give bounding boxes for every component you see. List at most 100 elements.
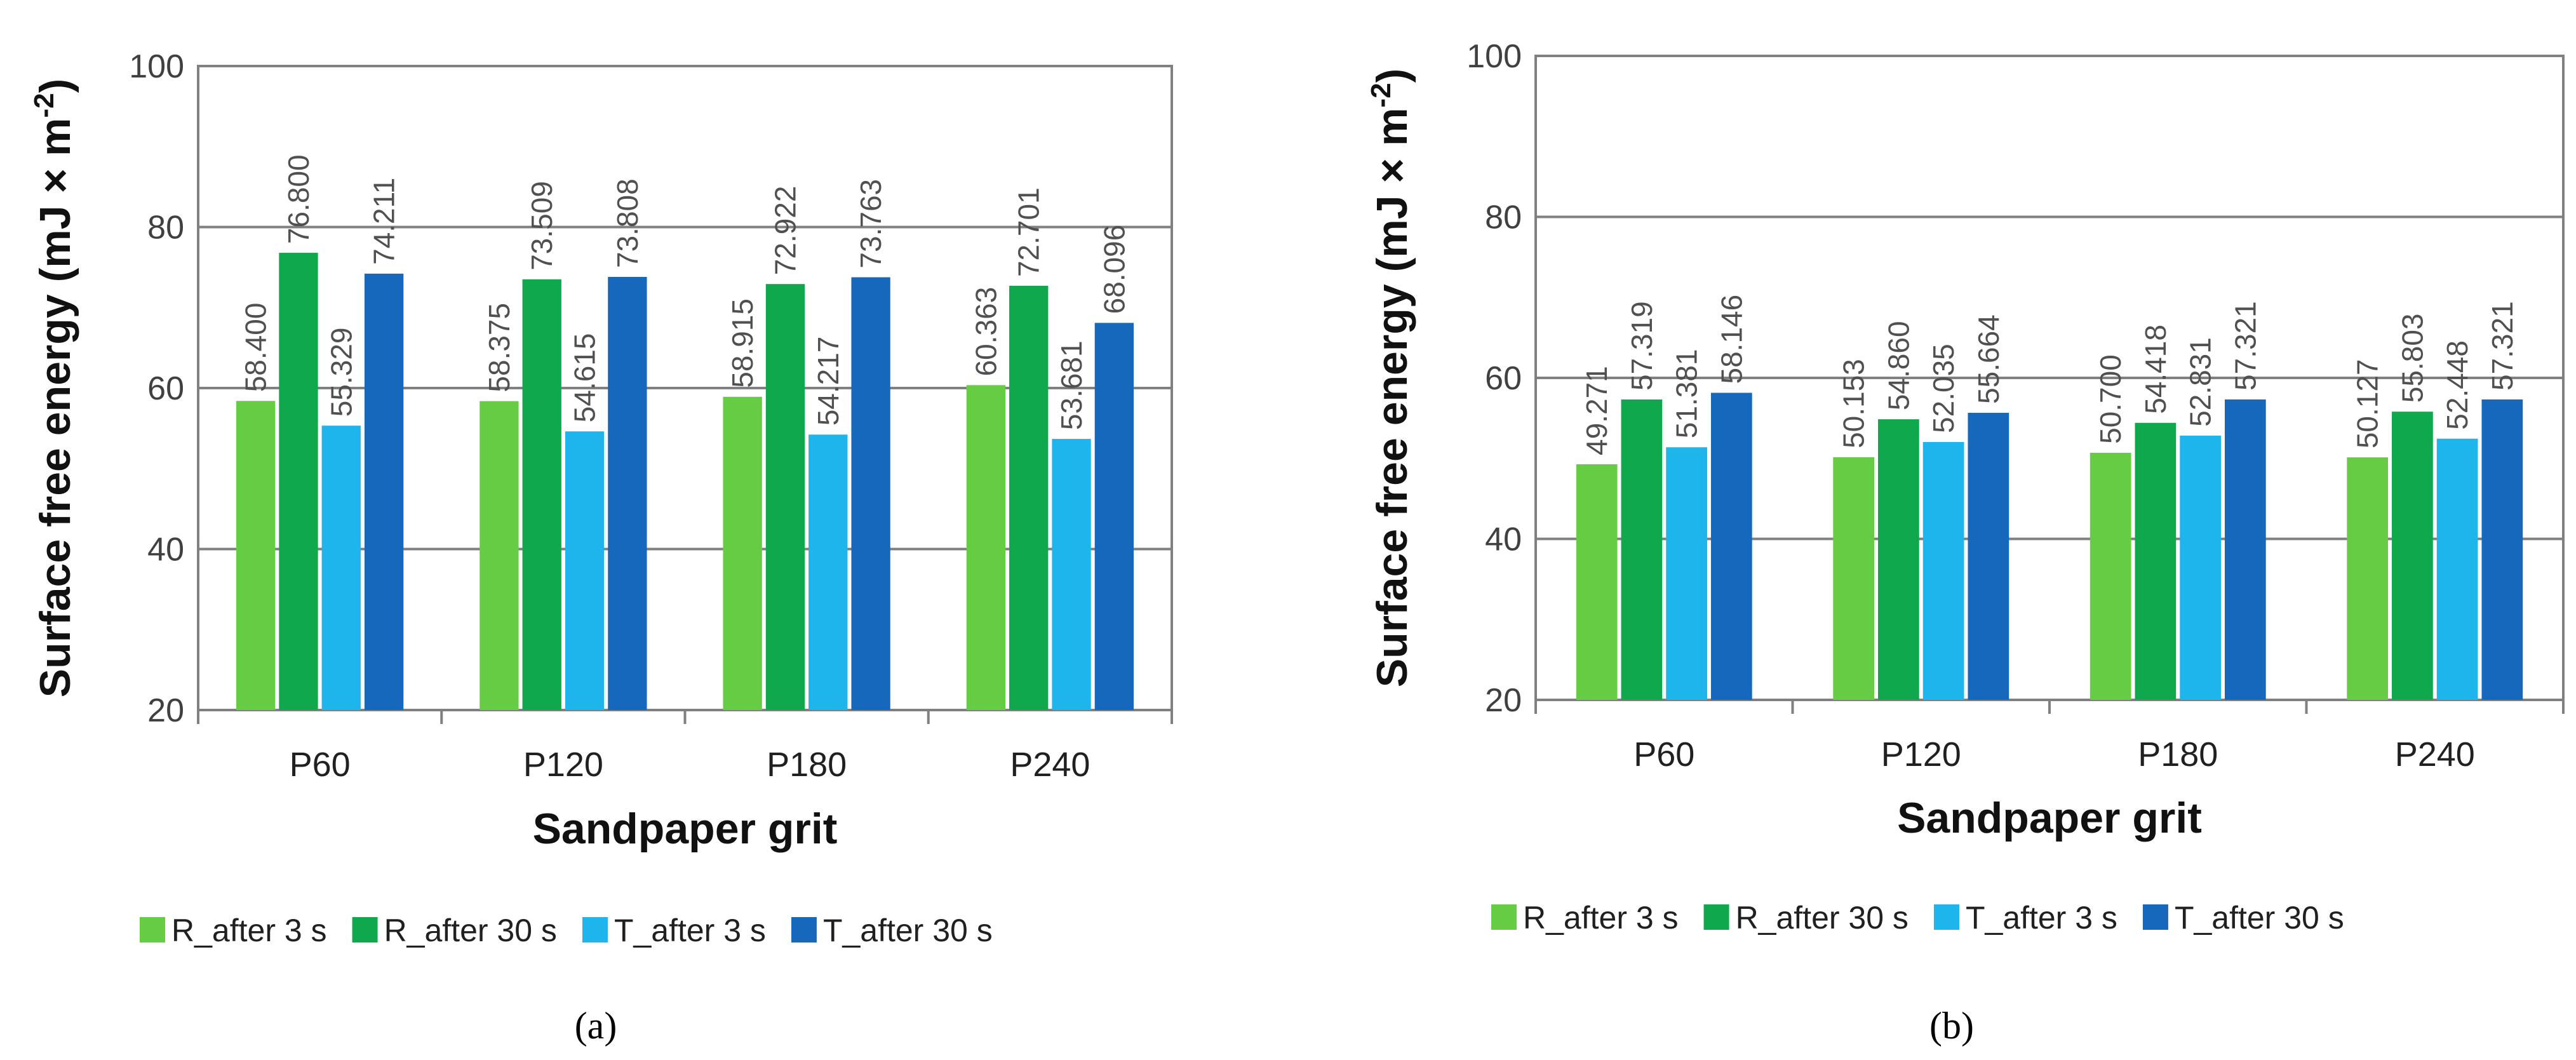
caption-a: (a) xyxy=(575,1005,617,1047)
bar xyxy=(321,426,361,710)
data-label: 54.615 xyxy=(568,333,601,423)
legend-swatch xyxy=(352,917,378,943)
x-category-label: P60 xyxy=(290,746,351,784)
bar xyxy=(364,273,404,710)
bar xyxy=(2090,452,2131,700)
y-tick-label: 40 xyxy=(147,532,184,568)
bar xyxy=(1878,419,1919,700)
bar xyxy=(2481,399,2523,700)
x-category-label: P180 xyxy=(767,746,847,784)
data-label: 54.217 xyxy=(812,337,845,426)
bar xyxy=(2135,422,2177,700)
legend-swatch xyxy=(1933,904,1959,930)
x-category-label: P60 xyxy=(1633,735,1694,774)
bar xyxy=(966,385,1006,710)
data-label: 57.321 xyxy=(2229,301,2262,391)
legend: R_after 3 s R_after 30 s T_after 3 s T_afte… xyxy=(1491,900,2344,936)
legend-swatch xyxy=(140,917,165,943)
x-category-label: P180 xyxy=(2138,735,2218,774)
data-label: 58.375 xyxy=(483,303,516,392)
legend-label: R_after 30 s xyxy=(1736,900,1909,936)
legend-label: R_after 3 s xyxy=(1523,900,1679,936)
bar xyxy=(1968,412,2009,700)
y-tick-label: 80 xyxy=(147,210,184,246)
data-label: 58.146 xyxy=(1715,295,1748,384)
legend-swatch xyxy=(582,917,608,943)
data-label: 72.922 xyxy=(768,186,802,276)
bars xyxy=(1576,392,2523,700)
bar xyxy=(2436,438,2478,700)
data-label: 74.211 xyxy=(368,178,401,265)
bar xyxy=(565,431,605,710)
bar xyxy=(1666,447,1707,700)
y-axis-label: Surface free energy (mJ × m-2) xyxy=(1365,69,1416,688)
bar xyxy=(1576,464,1618,700)
data-label: 55.664 xyxy=(1972,314,2005,404)
data-label: 58.915 xyxy=(726,299,759,388)
data-label: 50.153 xyxy=(1837,359,1870,448)
bar xyxy=(2224,399,2266,700)
x-axis-label: Sandpaper grit xyxy=(533,805,838,853)
x-axis-label: Sandpaper grit xyxy=(1897,794,2202,842)
y-tick-label: 20 xyxy=(1485,682,1522,719)
bar xyxy=(808,434,848,710)
bar xyxy=(765,284,805,711)
bar xyxy=(1009,286,1049,710)
data-label: 54.418 xyxy=(2139,325,2172,414)
x-category-label: P240 xyxy=(2395,735,2475,774)
data-label: 73.763 xyxy=(854,179,887,269)
y-tick-label: 20 xyxy=(147,692,184,729)
bar xyxy=(1922,441,1964,700)
legend: R_after 3 s R_after 30 s T_after 3 s T_afte… xyxy=(140,913,993,948)
bar xyxy=(279,253,318,710)
legend-label: T_after 3 s xyxy=(614,913,766,948)
data-label: 54.860 xyxy=(1882,321,1915,410)
bar xyxy=(522,279,561,710)
data-label: 57.321 xyxy=(2486,301,2519,391)
data-labels: 49.271 57.319 51.381 58.146 50.153 54.860 52.0… xyxy=(1580,295,2519,455)
data-label: 60.363 xyxy=(969,287,1002,377)
legend-label: T_after 30 s xyxy=(823,913,993,948)
legend-swatch xyxy=(1703,904,1729,930)
caption-b: (b) xyxy=(1929,1005,1974,1047)
bar xyxy=(1833,457,1875,700)
data-label: 52.035 xyxy=(1927,344,1960,433)
x-category-label: P120 xyxy=(523,746,603,784)
legend-swatch xyxy=(2142,904,2168,930)
data-label: 52.831 xyxy=(2184,337,2217,427)
y-tick-label: 40 xyxy=(1485,521,1522,558)
data-labels: 58.400 76.800 55.329 74.211 58.375 73.509 54.6… xyxy=(239,154,1131,430)
bar xyxy=(236,401,276,710)
data-label: 50.127 xyxy=(2351,359,2384,448)
data-label: 49.271 xyxy=(1580,366,1613,455)
data-label: 52.448 xyxy=(2441,340,2474,430)
bar xyxy=(2180,435,2221,700)
x-category-label: P120 xyxy=(1881,735,1961,774)
legend-label: R_after 30 s xyxy=(384,913,557,948)
bar xyxy=(851,277,890,711)
legend-label: T_after 3 s xyxy=(1966,900,2117,936)
bar xyxy=(1710,392,1752,700)
bar xyxy=(1052,439,1091,710)
legend-swatch xyxy=(791,917,817,943)
data-label: 76.800 xyxy=(282,154,315,244)
data-label: 50.700 xyxy=(2094,354,2127,444)
panel-b-chart: 20 40 60 80 100 49.271 57.319 51.381 58.146 50.15… xyxy=(1365,38,2565,936)
bar xyxy=(723,396,762,710)
y-tick-label: 100 xyxy=(1466,38,1522,75)
bar xyxy=(480,401,519,710)
data-label: 55.803 xyxy=(2396,313,2429,403)
bars xyxy=(236,253,1134,711)
y-tick-label: 60 xyxy=(1485,360,1522,397)
y-tick-label: 60 xyxy=(147,370,184,407)
data-label: 53.681 xyxy=(1055,340,1088,430)
y-tick-label: 80 xyxy=(1485,199,1522,236)
data-label: 51.381 xyxy=(1670,349,1703,439)
legend-label: T_after 30 s xyxy=(2175,900,2344,936)
panel-a-chart: 20 40 60 80 100 58.400 76.800 55.329 74.211 58.37… xyxy=(29,48,1173,948)
data-label: 58.400 xyxy=(239,303,272,392)
data-label: 55.329 xyxy=(325,328,358,417)
data-label: 73.808 xyxy=(611,178,644,268)
y-tick-label: 100 xyxy=(129,48,184,85)
